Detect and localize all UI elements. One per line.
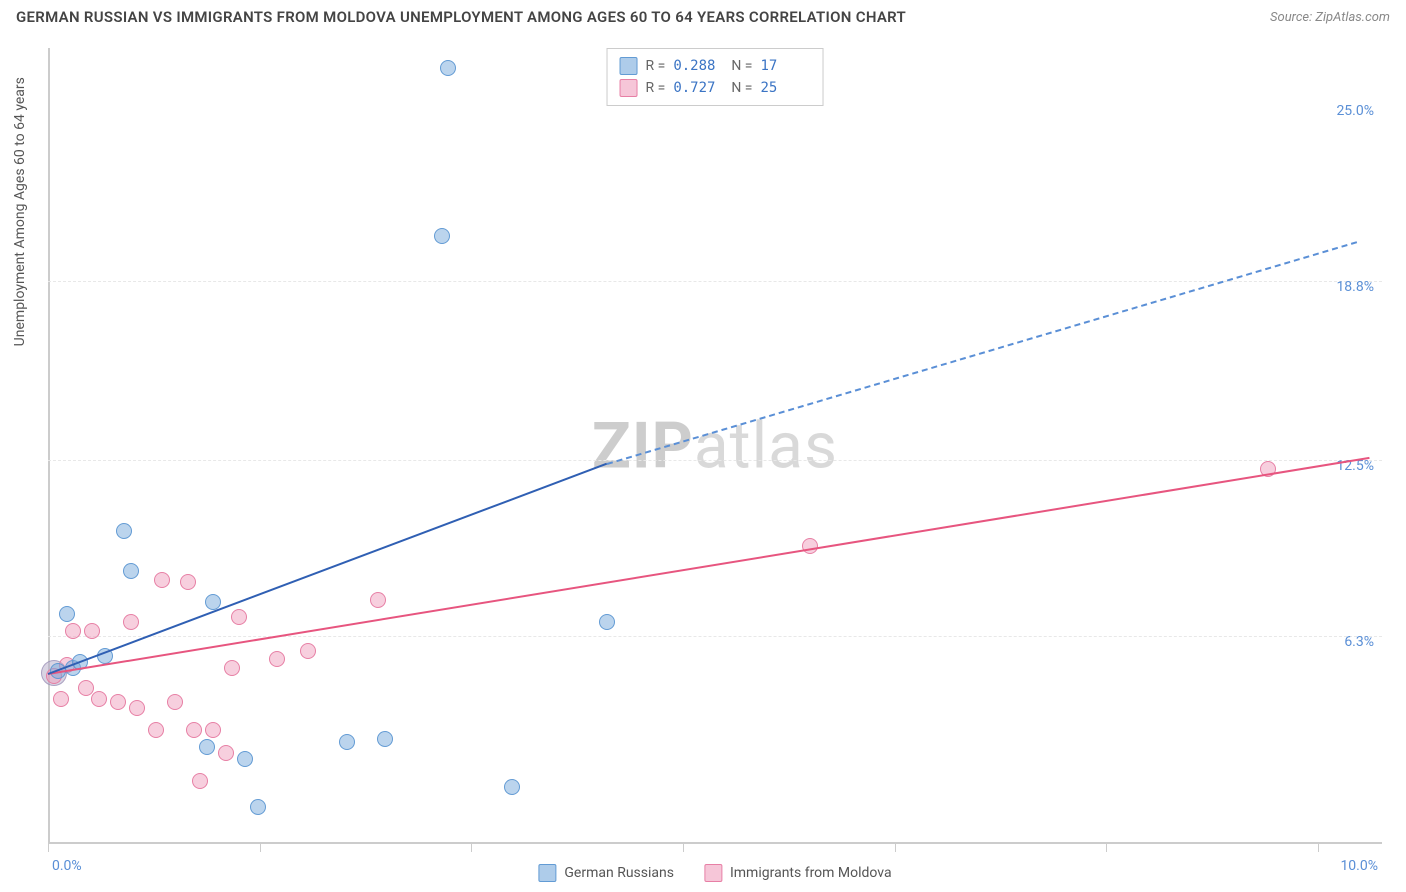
chart-source: Source: ZipAtlas.com <box>1270 10 1390 25</box>
chart-header: GERMAN RUSSIAN VS IMMIGRANTS FROM MOLDOV… <box>0 0 1406 30</box>
data-point <box>370 592 386 608</box>
data-point <box>300 643 316 659</box>
legend-item-series2: Immigrants from Moldova <box>704 864 892 882</box>
stats-r-label: R = <box>646 80 666 96</box>
x-tick-mark <box>895 844 896 852</box>
data-point <box>65 623 81 639</box>
data-point <box>123 614 139 630</box>
stats-n-value-1: 17 <box>760 58 810 74</box>
x-tick-mark <box>1318 844 1319 852</box>
stats-row-series2: R = 0.727 N = 25 <box>620 77 811 99</box>
legend-item-series1: German Russians <box>538 864 674 882</box>
data-point <box>91 691 107 707</box>
data-point <box>186 722 202 738</box>
watermark: ZIPatlas <box>592 409 838 484</box>
data-point <box>199 739 215 755</box>
legend-bottom: German Russians Immigrants from Moldova <box>538 864 891 882</box>
plot-area: ZIPatlas 6.3%12.5%18.8%25.0%0.0%10.0% <box>48 48 1382 844</box>
data-point <box>180 574 196 590</box>
watermark-zip: ZIP <box>592 409 694 484</box>
swatch-blue-icon <box>538 864 556 882</box>
data-point <box>231 609 247 625</box>
stats-row-series1: R = 0.288 N = 17 <box>620 55 811 77</box>
data-point <box>205 722 221 738</box>
data-point <box>129 700 145 716</box>
stats-n-label: N = <box>731 58 752 74</box>
y-axis-label: Unemployment Among Ages 60 to 64 years <box>12 77 28 346</box>
gridline-h <box>48 281 1382 282</box>
data-point <box>59 606 75 622</box>
x-tick-mark <box>48 844 49 852</box>
data-point <box>148 722 164 738</box>
trend-line-dashed <box>607 241 1357 465</box>
swatch-pink-icon <box>704 864 722 882</box>
data-point <box>237 751 253 767</box>
stats-n-label: N = <box>731 80 752 96</box>
watermark-atlas: atlas <box>694 409 838 484</box>
trend-line <box>48 457 1370 675</box>
y-tick-label: 6.3% <box>1344 634 1374 650</box>
stats-r-value-2: 0.727 <box>673 80 723 96</box>
data-point <box>440 60 456 76</box>
data-point <box>110 694 126 710</box>
chart-container: Unemployment Among Ages 60 to 64 years Z… <box>48 48 1382 844</box>
data-point <box>84 623 100 639</box>
data-point <box>218 745 234 761</box>
x-tick-mark <box>260 844 261 852</box>
gridline-h <box>48 460 1382 461</box>
y-tick-label: 25.0% <box>1336 103 1374 119</box>
x-tick-label: 0.0% <box>52 858 82 874</box>
stats-legend-box: R = 0.288 N = 17 R = 0.727 N = 25 <box>607 48 824 106</box>
stats-r-value-1: 0.288 <box>673 58 723 74</box>
y-axis-line <box>48 48 50 844</box>
chart-title: GERMAN RUSSIAN VS IMMIGRANTS FROM MOLDOV… <box>16 8 906 26</box>
x-tick-mark <box>471 844 472 852</box>
stats-r-label: R = <box>646 58 666 74</box>
data-point <box>250 799 266 815</box>
data-point <box>434 228 450 244</box>
data-point <box>599 614 615 630</box>
data-point <box>53 691 69 707</box>
legend-label-2: Immigrants from Moldova <box>730 865 892 881</box>
data-point <box>167 694 183 710</box>
x-tick-mark <box>1106 844 1107 852</box>
gridline-h <box>48 636 1382 637</box>
x-tick-mark <box>683 844 684 852</box>
swatch-pink-icon <box>620 79 638 97</box>
swatch-blue-icon <box>620 57 638 75</box>
x-tick-label: 10.0% <box>1340 858 1378 874</box>
legend-label-1: German Russians <box>564 865 674 881</box>
data-point <box>339 734 355 750</box>
x-axis-line <box>48 842 1382 844</box>
data-point <box>224 660 240 676</box>
data-point <box>154 572 170 588</box>
stats-n-value-2: 25 <box>760 80 810 96</box>
data-point <box>377 731 393 747</box>
data-point <box>269 651 285 667</box>
y-tick-label: 18.8% <box>1336 279 1374 295</box>
data-point <box>192 773 208 789</box>
data-point <box>504 779 520 795</box>
data-point <box>116 523 132 539</box>
data-point <box>123 563 139 579</box>
